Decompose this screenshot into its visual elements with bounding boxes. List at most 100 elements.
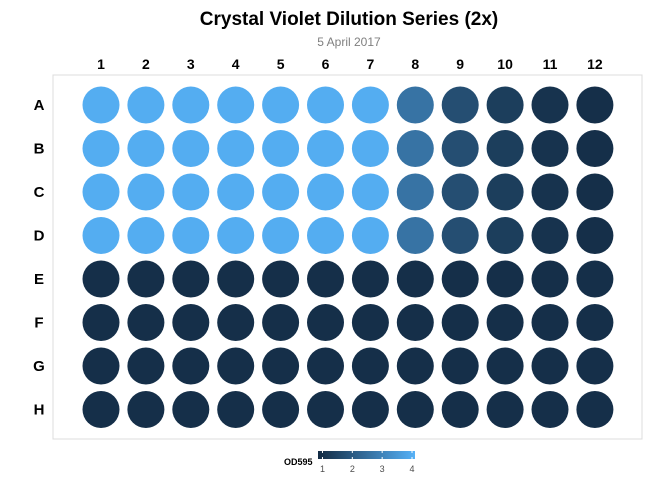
well-E3 bbox=[172, 260, 210, 298]
column-label: 7 bbox=[367, 56, 375, 72]
well-B5 bbox=[262, 130, 300, 167]
row-label: G bbox=[33, 358, 45, 375]
well-E4 bbox=[217, 260, 255, 298]
legend-colorbar bbox=[318, 451, 415, 459]
well-B1 bbox=[82, 130, 120, 167]
well-A4 bbox=[217, 86, 255, 124]
well-F11 bbox=[531, 304, 569, 341]
well-E5 bbox=[262, 260, 300, 298]
well-A3 bbox=[172, 86, 210, 124]
well-H8 bbox=[396, 391, 434, 428]
well-B3 bbox=[172, 130, 210, 167]
chart-title: Crystal Violet Dilution Series (2x) bbox=[200, 9, 498, 30]
well-G3 bbox=[172, 347, 210, 385]
well-D2 bbox=[127, 217, 165, 254]
well-H11 bbox=[531, 391, 569, 428]
well-E11 bbox=[531, 260, 569, 298]
well-A8 bbox=[396, 86, 434, 124]
well-F12 bbox=[576, 304, 614, 341]
well-B6 bbox=[307, 130, 344, 167]
legend: OD595 1 2 3 4 bbox=[284, 451, 415, 474]
column-label: 12 bbox=[587, 56, 603, 72]
well-F7 bbox=[351, 304, 389, 341]
well-F2 bbox=[127, 304, 165, 341]
well-F3 bbox=[172, 304, 210, 341]
well-H6 bbox=[307, 391, 344, 428]
well-B10 bbox=[486, 130, 524, 167]
well-D10 bbox=[486, 217, 524, 254]
well-C3 bbox=[172, 173, 210, 211]
well-A12 bbox=[576, 86, 614, 124]
row-labels: A B C D E F G H bbox=[33, 97, 45, 419]
column-label: 3 bbox=[187, 56, 195, 72]
well-G4 bbox=[217, 347, 255, 385]
well-F8 bbox=[396, 304, 434, 341]
well-D9 bbox=[441, 217, 479, 254]
well-E9 bbox=[441, 260, 479, 298]
well-D7 bbox=[351, 217, 389, 254]
well-F4 bbox=[217, 304, 255, 341]
legend-tick-label: 4 bbox=[410, 464, 415, 474]
well-D3 bbox=[172, 217, 210, 254]
column-label: 6 bbox=[322, 56, 330, 72]
well-D6 bbox=[307, 217, 344, 254]
well-H9 bbox=[441, 391, 479, 428]
well-G11 bbox=[531, 347, 569, 385]
row-label: E bbox=[34, 271, 44, 288]
legend-tick-label: 2 bbox=[350, 464, 355, 474]
well-G5 bbox=[262, 347, 300, 385]
well-F5 bbox=[262, 304, 300, 341]
well-A10 bbox=[486, 86, 524, 124]
well-G2 bbox=[127, 347, 165, 385]
column-label: 8 bbox=[411, 56, 419, 72]
well-G7 bbox=[351, 347, 389, 385]
legend-tick-label: 1 bbox=[320, 464, 325, 474]
legend-tick-label: 3 bbox=[380, 464, 385, 474]
well-G12 bbox=[576, 347, 614, 385]
well-C12 bbox=[576, 173, 614, 211]
legend-ticks: 1 2 3 4 bbox=[320, 451, 415, 474]
well-C10 bbox=[486, 173, 524, 211]
row-label: F bbox=[34, 315, 43, 332]
well-E1 bbox=[82, 260, 120, 298]
well-A7 bbox=[351, 86, 389, 124]
well-B2 bbox=[127, 130, 165, 167]
column-label: 9 bbox=[456, 56, 464, 72]
well-G8 bbox=[396, 347, 434, 385]
well-E2 bbox=[127, 260, 165, 298]
well-F10 bbox=[486, 304, 524, 341]
well-A1 bbox=[82, 86, 120, 124]
well-H4 bbox=[217, 391, 255, 428]
well-F1 bbox=[82, 304, 120, 341]
well-C7 bbox=[351, 173, 389, 211]
well-C2 bbox=[127, 173, 165, 211]
well-B12 bbox=[576, 130, 614, 167]
well-A9 bbox=[441, 86, 479, 124]
well-D8 bbox=[396, 217, 434, 254]
well-G9 bbox=[441, 347, 479, 385]
well-B7 bbox=[351, 130, 389, 167]
well-E6 bbox=[307, 260, 344, 298]
column-label: 10 bbox=[497, 56, 513, 72]
well-C11 bbox=[531, 173, 569, 211]
wells bbox=[82, 86, 614, 428]
row-label: D bbox=[34, 228, 45, 245]
column-label: 4 bbox=[232, 56, 240, 72]
row-label: C bbox=[34, 184, 45, 201]
well-G6 bbox=[307, 347, 344, 385]
well-C5 bbox=[262, 173, 300, 211]
well-H5 bbox=[262, 391, 300, 428]
well-B4 bbox=[217, 130, 255, 167]
well-E8 bbox=[396, 260, 434, 298]
well-H7 bbox=[351, 391, 389, 428]
chart-subtitle: 5 April 2017 bbox=[317, 35, 381, 49]
well-F6 bbox=[307, 304, 344, 341]
well-C6 bbox=[307, 173, 344, 211]
legend-title: OD595 bbox=[284, 457, 313, 467]
row-label: B bbox=[34, 141, 45, 158]
row-label: H bbox=[34, 402, 45, 419]
well-C1 bbox=[82, 173, 120, 211]
well-D4 bbox=[217, 217, 255, 254]
well-H10 bbox=[486, 391, 524, 428]
